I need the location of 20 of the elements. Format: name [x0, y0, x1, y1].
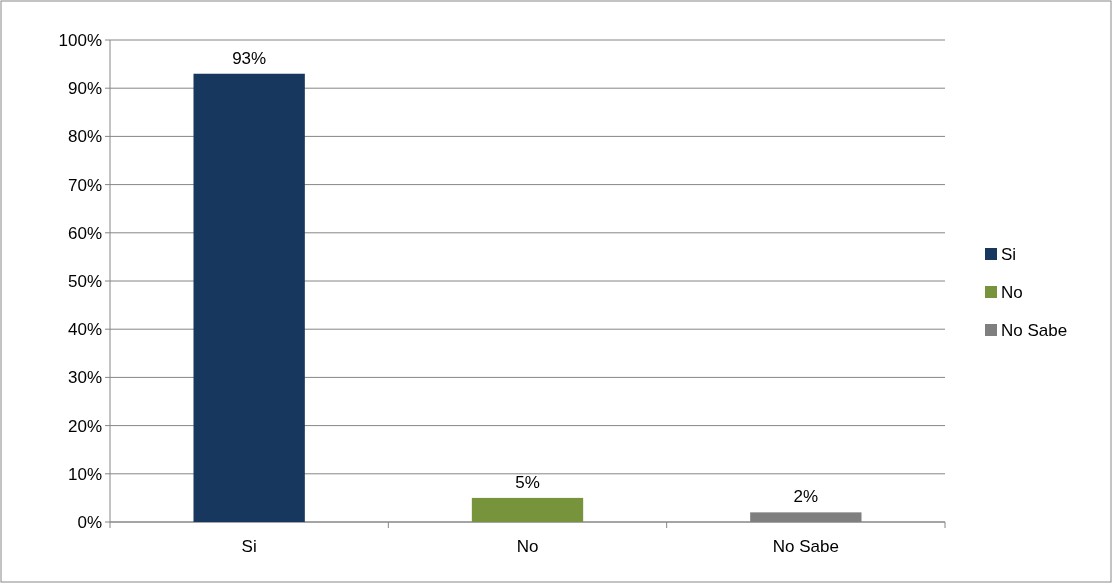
y-tick-label: 90% [67, 79, 102, 99]
legend-label: No Sabe [1001, 320, 1068, 340]
x-tick-label: No Sabe [772, 537, 839, 556]
legend-label: Si [1001, 244, 1017, 264]
x-tick-label: Si [241, 537, 257, 556]
legend-label: No [1001, 282, 1023, 302]
y-tick-label: 10% [67, 464, 102, 484]
y-tick-label: 70% [67, 175, 102, 195]
y-tick-label: 30% [67, 368, 102, 388]
y-tick-label: 40% [67, 320, 102, 340]
y-tick-label: 20% [67, 416, 102, 436]
total-label: 2% [793, 487, 819, 507]
y-tick-label: 100% [58, 30, 102, 50]
y-tick-label: 50% [67, 271, 102, 291]
total-label: 5% [515, 472, 540, 492]
y-tick-label: 60% [67, 223, 102, 243]
y-tick-label: 0% [77, 512, 102, 532]
total-label: 93% [232, 48, 267, 68]
y-tick-label: 80% [67, 127, 102, 147]
x-tick-label: No [516, 537, 539, 556]
